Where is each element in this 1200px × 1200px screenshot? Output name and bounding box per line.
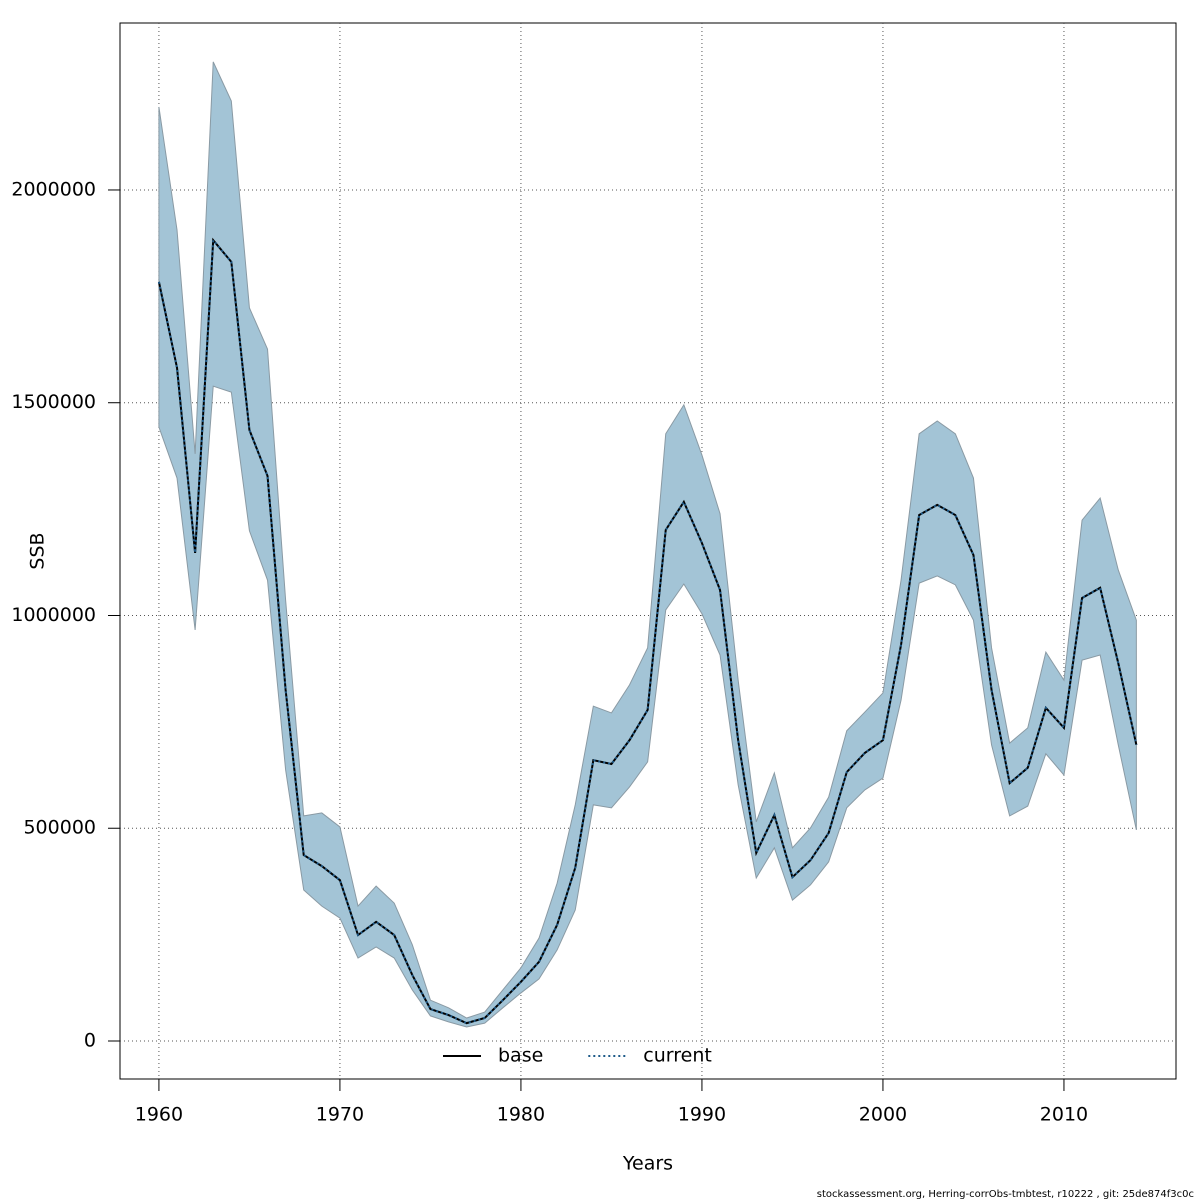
x-tick-label: 1960 bbox=[135, 1104, 183, 1126]
series-line bbox=[157, 237, 1138, 1025]
x-tick-label: 1990 bbox=[678, 1104, 726, 1126]
y-axis-label: SSB bbox=[27, 532, 49, 569]
plot-frame bbox=[119, 22, 1177, 1080]
x-tick-label: 2000 bbox=[859, 1104, 907, 1126]
confidence-band bbox=[158, 61, 1137, 1028]
y-tick-label: 1500000 bbox=[11, 391, 96, 413]
legend-label: current bbox=[643, 1045, 712, 1067]
x-tick-label: 2010 bbox=[1040, 1104, 1088, 1126]
x-tick-label: 1970 bbox=[316, 1104, 364, 1126]
y-tick-label: 0 bbox=[84, 1030, 96, 1052]
footnote: stockassessment.org, Herring-corrObs-tmb… bbox=[817, 1189, 1194, 1200]
x-axis-label: Years bbox=[622, 1153, 673, 1175]
y-tick-label: 500000 bbox=[23, 817, 96, 839]
x-tick-label: 1980 bbox=[497, 1104, 545, 1126]
y-tick-label: 1000000 bbox=[11, 604, 96, 626]
y-tick-label: 2000000 bbox=[11, 178, 96, 200]
legend-label: base bbox=[498, 1045, 543, 1067]
